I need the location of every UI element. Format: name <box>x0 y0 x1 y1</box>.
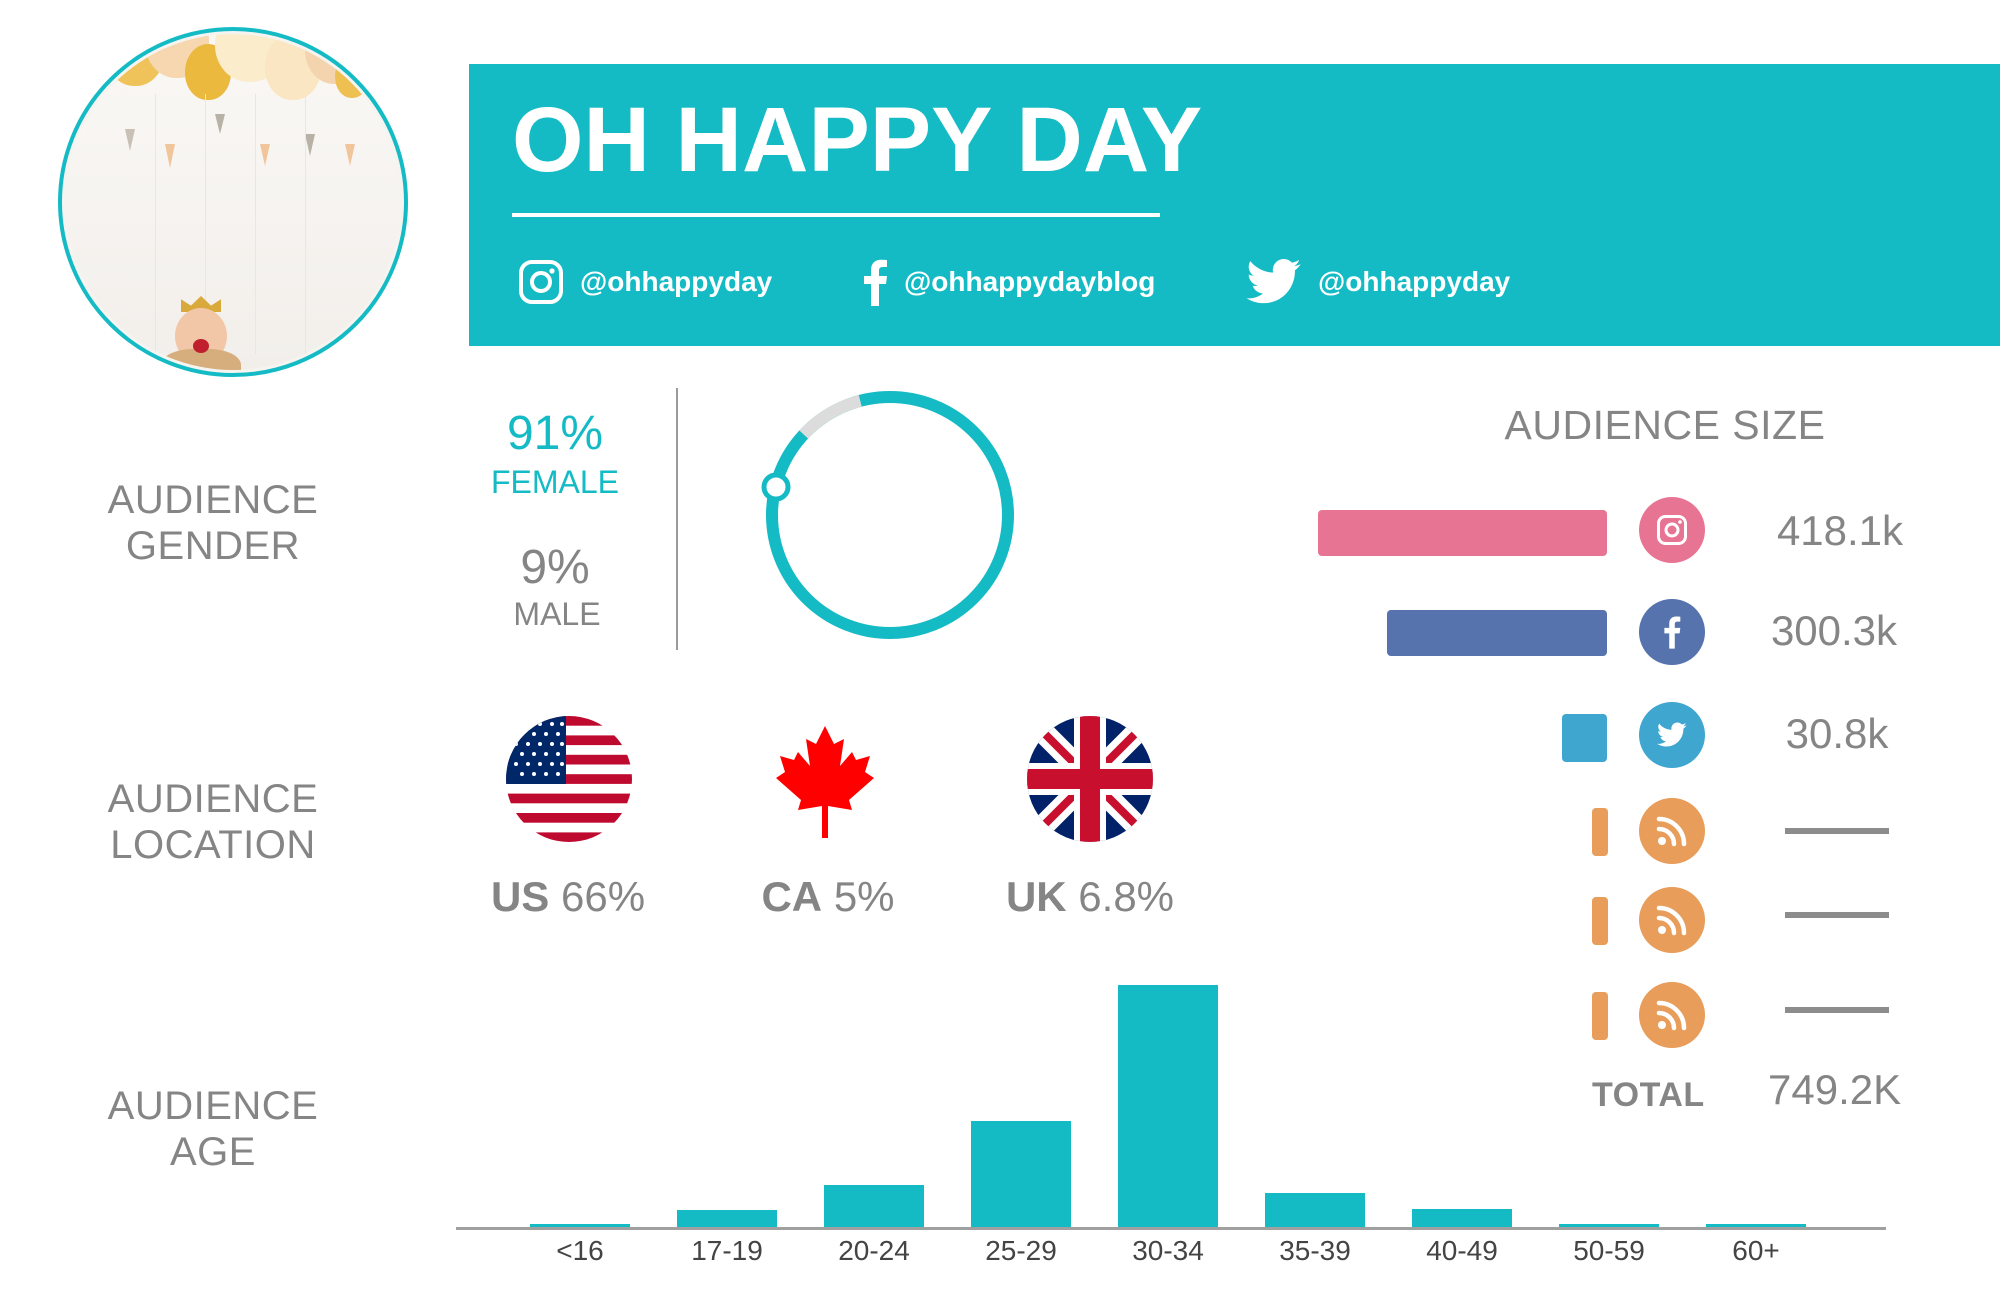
location-code: CA <box>761 873 823 920</box>
location-percent: 5% <box>833 873 895 920</box>
age-bar <box>1118 985 1218 1227</box>
age-bar <box>1265 1193 1365 1227</box>
twitter-size-bar <box>1562 714 1607 762</box>
ring-knob <box>761 472 791 502</box>
instagram-size-value: 418.1k <box>1776 507 1904 554</box>
instagram-icon <box>519 260 563 304</box>
male-percent: 9% <box>520 541 590 594</box>
label-line: AUDIENCE <box>107 777 319 821</box>
age-bar <box>971 1121 1071 1227</box>
label-line: AGE <box>170 1130 256 1174</box>
rss-badge <box>1639 887 1705 953</box>
instagram-size-bar <box>1318 510 1607 556</box>
facebook-handle: @ohhappydayblog <box>904 266 1156 297</box>
rss-size-empty-dash <box>1785 912 1889 918</box>
age-tick-label: 17-19 <box>691 1235 763 1266</box>
twitter-icon <box>1246 259 1301 304</box>
rss-badge <box>1639 982 1705 1048</box>
label-line: GENDER <box>125 524 301 568</box>
female-percent: 91% <box>506 407 604 460</box>
section-label-location: AUDIENCE LOCATION <box>83 776 343 868</box>
rss-size-empty-dash <box>1785 1007 1889 1013</box>
rss-icon <box>1656 905 1687 936</box>
twitter-badge <box>1639 702 1705 768</box>
gender-ring-chart <box>761 391 1014 639</box>
age-tick-label: 25-29 <box>985 1235 1057 1266</box>
header-banner <box>469 64 2000 346</box>
location-uk: UK 6.8% <box>970 873 1210 921</box>
location-percent: 6.8% <box>1078 873 1175 920</box>
rss-size-bar <box>1592 808 1608 856</box>
age-tick-label: 20-24 <box>838 1235 910 1266</box>
rss-size-empty-dash <box>1785 828 1889 834</box>
total-value: 749.2K <box>1768 1066 1902 1113</box>
facebook-size-value: 300.3k <box>1770 607 1898 654</box>
location-percent: 66% <box>560 873 646 920</box>
age-tick-label: 50-59 <box>1573 1235 1645 1266</box>
twitter-handle: @ohhappyday <box>1318 266 1511 297</box>
female-label: FEMALE <box>490 464 620 500</box>
rss-icon <box>1656 1000 1687 1031</box>
section-label-gender: AUDIENCE GENDER <box>83 477 343 569</box>
label-line: AUDIENCE <box>107 478 319 522</box>
profile-avatar <box>58 27 408 377</box>
facebook-handle-link[interactable]: @ohhappydayblog <box>862 258 1155 306</box>
age-bar <box>824 1185 924 1227</box>
age-bar <box>677 1210 777 1227</box>
age-tick-label: 30-34 <box>1132 1235 1204 1266</box>
age-bar <box>1706 1224 1806 1227</box>
rss-icon <box>1656 816 1687 847</box>
instagram-handle: @ohhappyday <box>580 266 773 297</box>
age-tick-label: 60+ <box>1732 1235 1780 1266</box>
location-us: US 66% <box>448 873 688 921</box>
page-title: OH HAPPY DAY <box>512 89 1203 191</box>
age-tick-label: 40-49 <box>1426 1235 1498 1266</box>
facebook-icon <box>1664 616 1681 649</box>
avatar-photo <box>65 34 401 370</box>
rss-badge <box>1639 798 1705 864</box>
instagram-handle-link[interactable]: @ohhappyday <box>518 258 772 306</box>
age-bar <box>1412 1209 1512 1227</box>
twitter-icon <box>1657 722 1687 747</box>
twitter-size-value: 30.8k <box>1785 710 1889 757</box>
facebook-size-bar <box>1387 610 1607 656</box>
twitter-handle-link[interactable]: @ohhappyday <box>1246 258 1510 306</box>
facebook-icon <box>864 259 887 306</box>
label-line: AUDIENCE <box>107 1084 319 1128</box>
facebook-badge <box>1639 599 1705 665</box>
canada-flag-icon <box>772 722 878 845</box>
audience-size-title: AUDIENCE SIZE <box>1504 402 1826 448</box>
location-code: US <box>490 873 550 920</box>
instagram-badge <box>1639 497 1705 563</box>
uk-flag-icon <box>1027 716 1153 842</box>
label-line: LOCATION <box>110 823 316 867</box>
section-label-age: AUDIENCE AGE <box>83 1083 343 1175</box>
age-chart-axis <box>456 1227 1886 1230</box>
rss-size-bar <box>1592 897 1608 945</box>
age-bar <box>1559 1224 1659 1227</box>
location-ca: CA 5% <box>708 873 948 921</box>
location-code: UK <box>1005 873 1067 920</box>
title-underline <box>512 213 1160 217</box>
us-flag-icon <box>506 716 632 842</box>
age-tick-label: <16 <box>556 1235 604 1266</box>
gender-divider <box>676 388 678 650</box>
instagram-icon <box>1657 515 1687 545</box>
male-label: MALE <box>513 596 601 632</box>
age-tick-label: 35-39 <box>1279 1235 1351 1266</box>
age-bar <box>530 1224 630 1227</box>
rss-size-bar <box>1592 992 1608 1040</box>
total-label: TOTAL <box>1592 1076 1705 1114</box>
